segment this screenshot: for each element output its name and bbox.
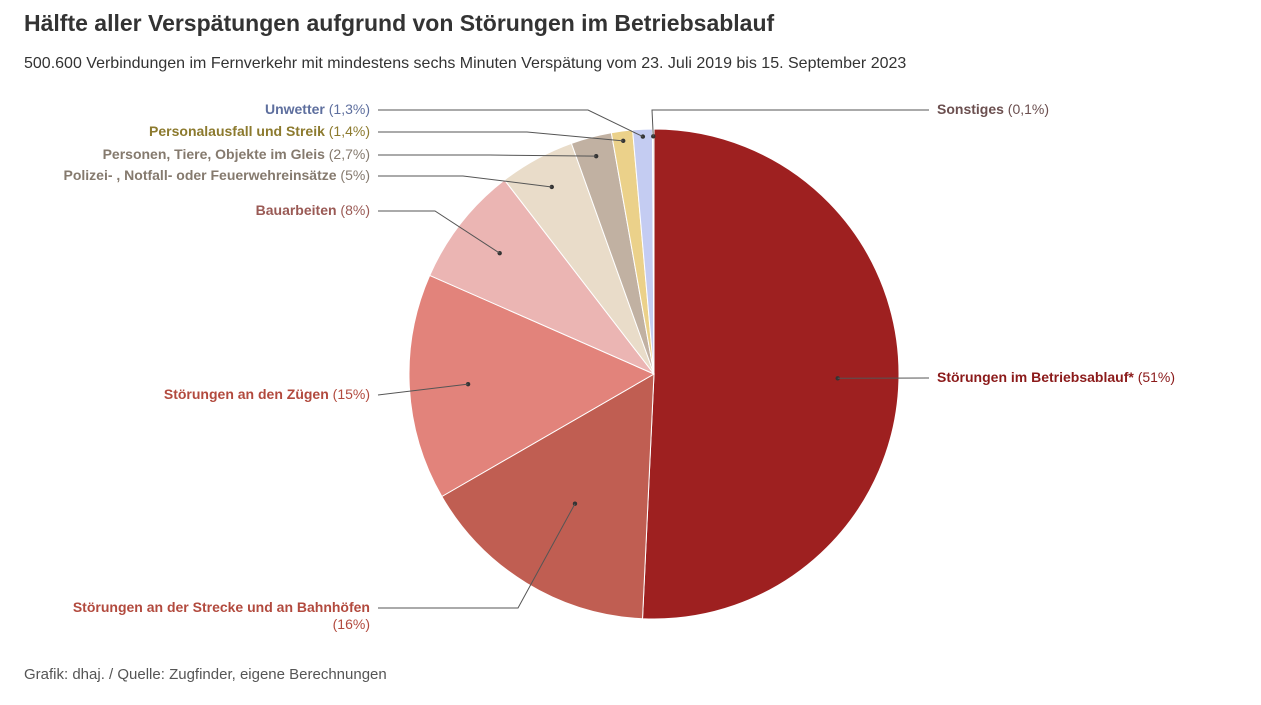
slice-label-percent: (5%) <box>337 167 370 183</box>
pie-slices <box>408 128 900 620</box>
slice-label-name: Sonstiges <box>937 101 1004 117</box>
slice-label-percent: (0,1%) <box>1004 101 1049 117</box>
slice-label-stoerungen-an-der-strecke-und-an-bahnhoefen: Störungen an der Strecke und an Bahnhöfe… <box>73 599 370 632</box>
slice-labels: Störungen im Betriebsablauf* (51%)Störun… <box>63 101 1175 632</box>
slice-label-bauarbeiten: Bauarbeiten (8%) <box>256 202 370 218</box>
leader-line-personalausfall-und-streik <box>378 131 624 142</box>
pie-slice-stoerungen-im-betriebsablauf <box>641 128 900 620</box>
slice-label-percent: (51%) <box>1134 369 1175 385</box>
leader-dot-stoerungen-an-den-zuegen <box>465 381 471 387</box>
slice-label-name: Polizei- , Notfall- oder Feuerwehreinsät… <box>63 167 336 183</box>
pie-slice-stoerungen-an-den-zuegen <box>408 274 656 498</box>
slice-label-percent: (15%) <box>329 386 370 402</box>
slice-label-name: Störungen an den Zügen <box>164 386 329 402</box>
slice-label-name: Störungen an der Strecke und an Bahnhöfe… <box>73 599 370 615</box>
slice-label-personen-tiere-objekte-im-gleis: Personen, Tiere, Objekte im Gleis (2,7%) <box>103 146 370 162</box>
slice-label-percent: (1,4%) <box>325 123 370 139</box>
slice-label-sonstiges: Sonstiges (0,1%) <box>937 101 1049 117</box>
slice-label-polizei-notfall-oder-feuerwehreinsaetze: Polizei- , Notfall- oder Feuerwehreinsät… <box>63 167 370 183</box>
slice-label-name: Bauarbeiten <box>256 202 337 218</box>
slice-label-percent: (8%) <box>337 202 370 218</box>
chart-title: Hälfte aller Verspätungen aufgrund von S… <box>24 10 775 36</box>
slice-label-name: Personalausfall und Streik <box>149 123 325 139</box>
leader-dot-stoerungen-an-der-strecke-und-an-bahnhoefen <box>572 501 578 506</box>
slice-label-stoerungen-im-betriebsablauf: Störungen im Betriebsablauf* (51%) <box>937 369 1175 385</box>
leader-line-bauarbeiten <box>378 210 500 254</box>
leader-line-sonstiges <box>651 109 929 137</box>
slice-label-personalausfall-und-streik: Personalausfall und Streik (1,4%) <box>149 123 370 139</box>
slice-label-unwetter: Unwetter (1,3%) <box>265 101 370 117</box>
leader-line-unwetter <box>378 109 644 138</box>
pie-slice-bauarbeiten <box>429 179 655 375</box>
slice-label-name: Unwetter <box>265 101 325 117</box>
pie-slice-stoerungen-an-der-strecke-und-an-bahnhoefen <box>441 373 655 620</box>
slice-label-stoerungen-an-den-zuegen: Störungen an den Zügen (15%) <box>164 386 370 402</box>
slice-label-percent: (1,3%) <box>325 101 370 117</box>
slice-label-name: Personen, Tiere, Objekte im Gleis <box>103 146 325 162</box>
source-footer: Grafik: dhaj. / Quelle: Zugfinder, eigen… <box>24 666 387 683</box>
leader-line-personen-tiere-objekte-im-gleis <box>378 154 597 157</box>
slice-label-percent: (16%) <box>333 616 370 632</box>
slice-label-name: Störungen im Betriebsablauf* <box>937 369 1134 385</box>
leader-line-polizei-notfall-oder-feuerwehreinsaetze <box>378 175 552 188</box>
slice-label-percent: (2,7%) <box>325 146 370 162</box>
leader-line-stoerungen-an-der-strecke-und-an-bahnhoefen <box>378 503 576 609</box>
leader-line-stoerungen-an-den-zuegen <box>377 383 469 396</box>
leader-lines <box>377 109 930 609</box>
chart-subtitle: 500.600 Verbindungen im Fernverkehr mit … <box>24 55 907 72</box>
